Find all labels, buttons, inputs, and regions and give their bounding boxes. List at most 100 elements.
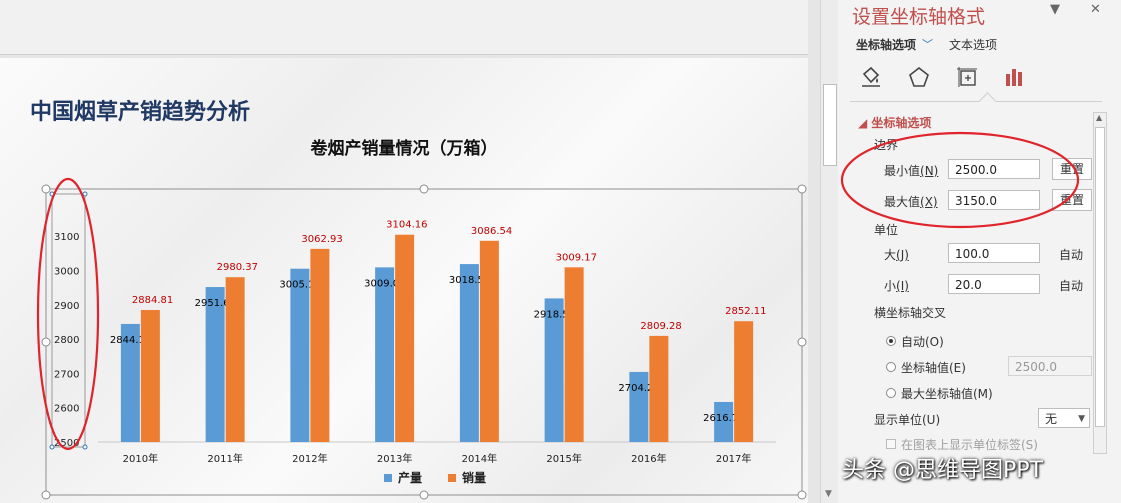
data-label-sales: 3086.54	[471, 226, 512, 237]
selection-handle	[41, 490, 51, 500]
major-unit-input[interactable]: 100.0	[948, 243, 1040, 263]
annotation-ellipse	[36, 177, 100, 451]
min-bound-input[interactable]: 2500.0	[948, 159, 1040, 179]
minor-unit-label: 小(I)	[884, 277, 909, 294]
data-label-sales: 2852.11	[725, 306, 766, 317]
data-label-sales: 3009.17	[556, 252, 597, 263]
units-label: 单位	[874, 223, 899, 237]
pane-icon-bar	[858, 64, 1028, 90]
major-auto-label[interactable]: 自动	[1059, 248, 1084, 262]
legend-label-sales: 销量	[462, 471, 487, 485]
bar-production	[544, 298, 564, 442]
chart-title[interactable]: 卷烟产销量情况（万箱）	[310, 139, 498, 159]
data-label-production: 2616.70	[703, 413, 744, 424]
crosses-axis-value-radio[interactable]	[886, 362, 896, 372]
legend-item-sales: 销量	[448, 469, 486, 486]
max-value-label-text: 最大值	[884, 195, 921, 209]
max-bound-input[interactable]: 3150.0	[948, 190, 1040, 210]
x-tick-label: 2015年	[546, 452, 581, 465]
data-label-sales: 2809.28	[640, 321, 681, 332]
x-tick-label: 2016年	[631, 452, 666, 465]
pane-options-icon[interactable]: ▼	[1050, 2, 1060, 17]
slide-title[interactable]: 中国烟草产销趋势分析	[30, 100, 251, 125]
major-unit-key: (J)	[896, 248, 909, 262]
main-scrollbar[interactable]: ▼	[820, 0, 839, 503]
pane-scrollbar[interactable]: ▲	[1093, 112, 1107, 454]
bar-production	[290, 268, 310, 442]
axis-crosses-label: 横坐标轴交叉	[874, 306, 947, 320]
legend-swatch-sales	[448, 473, 457, 482]
fill-line-icon[interactable]	[858, 64, 884, 90]
major-unit-label-text: 大	[884, 248, 897, 262]
y-tick-label: 2700	[54, 369, 79, 380]
axis-selection-handle	[49, 444, 55, 450]
pane-scroll-up-icon[interactable]: ▲	[1096, 113, 1103, 122]
display-units-select[interactable]: 无 ▼	[1038, 408, 1090, 428]
size-properties-icon[interactable]	[954, 64, 980, 90]
tab-indicator	[978, 92, 997, 111]
crosses-auto-label[interactable]: 自动(O)	[901, 335, 944, 349]
bar-sales	[564, 267, 584, 442]
crosses-axis-value-input[interactable]: 2500.0	[1008, 356, 1092, 376]
slide-canvas: 中国烟草产销趋势分析 卷烟产销量情况（万箱） 2500 2600 2700 2800 2…	[0, 0, 808, 503]
selection-handle	[41, 337, 51, 347]
selection-handle	[419, 184, 429, 194]
tab-text-options[interactable]: 文本选项	[949, 38, 998, 52]
y-tick-label: 2800	[54, 335, 79, 346]
reset-min-button[interactable]: 重置	[1052, 158, 1092, 180]
data-label-production: 2951.66	[195, 298, 236, 309]
x-tick-label: 2012年	[292, 452, 327, 465]
close-icon[interactable]: ✕	[1090, 2, 1101, 17]
crosses-max-radio[interactable]	[886, 388, 896, 398]
max-value-key: (X)	[920, 195, 938, 209]
section-axis-options-label: 坐标轴选项	[871, 116, 932, 130]
y-tick-label: 2500	[54, 438, 79, 449]
minor-auto-label[interactable]: 自动	[1059, 279, 1084, 293]
bar-sales	[479, 240, 499, 442]
watermark: 头条 @思维导图PPT	[842, 458, 1043, 483]
y-tick-label: 3000	[54, 266, 79, 277]
data-label-sales: 3062.93	[301, 234, 342, 245]
tab-axis-options[interactable]: 坐标轴选项	[856, 38, 917, 52]
tab-divider	[850, 101, 1102, 102]
section-axis-options[interactable]: ◢ 坐标轴选项	[858, 116, 932, 130]
crosses-axis-value-label[interactable]: 坐标轴值(E)	[901, 361, 966, 375]
pane-tabs: 坐标轴选项 ﹀ 文本选项	[856, 36, 997, 53]
reset-max-button[interactable]: 重置	[1052, 189, 1092, 211]
slide[interactable]: 中国烟草产销趋势分析 卷烟产销量情况（万箱） 2500 2600 2700 2800 2…	[0, 58, 808, 503]
data-label-production: 3005.11	[279, 280, 320, 291]
crosses-max-label[interactable]: 最大坐标轴值(M)	[901, 387, 993, 401]
y-tick-label: 2600	[54, 404, 79, 415]
legend-label-production: 产量	[398, 471, 423, 485]
selection-handle	[419, 490, 429, 500]
x-tick-label: 2011年	[207, 452, 242, 465]
scroll-down-icon[interactable]: ▼	[825, 489, 832, 499]
format-axis-pane: 设置坐标轴格式 ▼ ✕ 坐标轴选项 ﹀ 文本选项 ◢ 坐标轴选项 边界 最小值(…	[838, 0, 1121, 503]
effects-icon[interactable]	[906, 64, 932, 90]
main-scrollbar-thumb[interactable]	[823, 84, 837, 166]
y-tick-label: 2900	[54, 301, 79, 312]
selection-handle	[797, 490, 807, 500]
data-label-production: 2918.52	[534, 309, 575, 320]
display-units-label: 显示单位(U)	[874, 413, 941, 427]
chevron-down-icon[interactable]: ﹀	[922, 38, 934, 51]
data-label-sales: 2980.37	[217, 262, 258, 273]
bar-sales	[310, 248, 330, 442]
legend[interactable]: 产量 销量	[384, 469, 486, 486]
pane-scrollbar-thumb[interactable]	[1095, 127, 1105, 427]
crosses-auto-radio[interactable]	[886, 336, 896, 346]
data-label-production: 2704.23	[618, 383, 659, 394]
minor-unit-label-text: 小	[884, 279, 897, 293]
data-label-sales: 2884.81	[132, 295, 173, 306]
show-units-label-text[interactable]: 在图表上显示单位标签(S)	[901, 438, 1038, 452]
legend-swatch-production	[384, 473, 392, 482]
chart[interactable]: 2500 2600 2700 2800 2900 3000 3100 2844.13 2884.…	[0, 58, 808, 503]
max-value-label: 最大值(X)	[884, 193, 938, 210]
bounds-label: 边界	[874, 138, 899, 152]
bar-production	[120, 323, 140, 442]
x-tick-label: 2017年	[716, 452, 751, 465]
axis-options-icon[interactable]	[1002, 64, 1028, 90]
minor-unit-input[interactable]: 20.0	[948, 274, 1040, 294]
bar-sales	[395, 234, 415, 442]
show-units-label-checkbox[interactable]	[886, 439, 896, 449]
